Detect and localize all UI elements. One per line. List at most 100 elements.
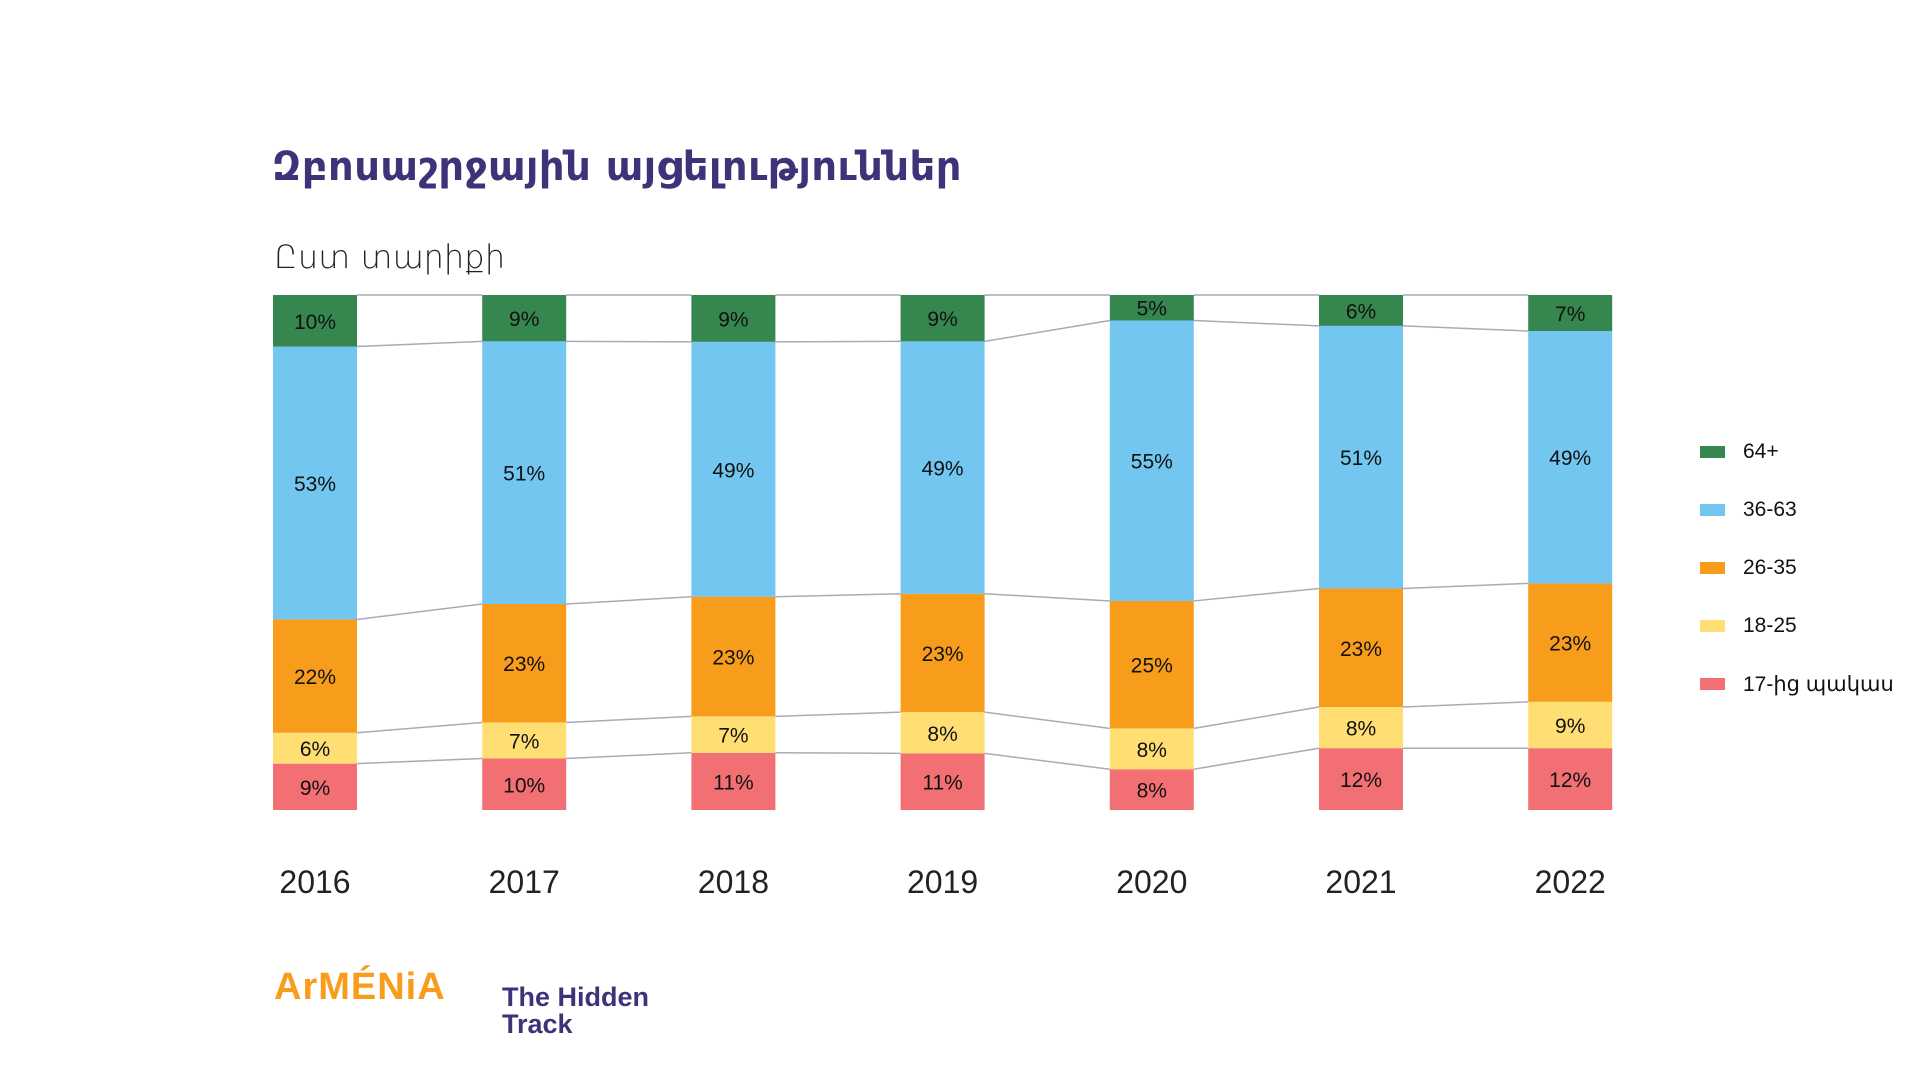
bar-segment [482,758,567,810]
connector-line [1402,325,1529,332]
legend-item: 17-ից պակաս [1700,672,1894,696]
bar-segment [273,346,357,620]
data-label: 12% [1549,769,1591,792]
legend-label: 18-25 [1743,614,1797,637]
data-label: 49% [1549,447,1591,470]
data-label: 23% [922,643,964,666]
data-label: 6% [1346,300,1376,323]
legend-swatch [1700,620,1725,632]
bar-segment [1319,748,1403,810]
connector-line [984,752,1110,770]
bar-segment [1109,769,1194,810]
bar-segment [900,593,985,713]
legend-item: 36-63 [1700,498,1797,522]
connector-line [984,711,1110,730]
data-label: 51% [1340,447,1382,470]
data-label: 53% [294,473,336,496]
data-label: 8% [927,723,957,746]
data-label: 25% [1131,655,1173,678]
data-label: 23% [1340,638,1382,661]
bar-segment [1319,588,1403,707]
bar-segment [900,712,985,754]
bar-segment [273,732,357,764]
bar-segment [1528,583,1613,702]
connector-line [356,603,483,621]
connector-line [566,715,692,724]
data-label: 23% [1549,633,1591,656]
legend-label: 26-35 [1743,556,1797,579]
logo-line-2: Track [502,1009,573,1039]
connector-line [1193,747,1320,770]
connector-lines [356,294,1529,770]
data-label: 23% [503,653,545,676]
data-label: 49% [922,458,964,481]
x-tick-label: 2022 [1535,864,1606,900]
connector-line [356,721,483,734]
chart-subtitle: Ըստ տարիքի [274,238,506,276]
connector-line [984,592,1110,602]
logo-hidden-track-text: The Hidden Track [502,984,649,1038]
legend-item: 26-35 [1700,556,1797,580]
legend-swatch [1700,678,1725,690]
bar-segment [1109,295,1194,321]
bar-segment [1319,707,1403,749]
connector-line [566,752,692,760]
bar-segment [482,604,567,723]
x-tick-label: 2021 [1325,864,1396,900]
data-label: 9% [927,308,957,331]
legend-label: 64+ [1743,440,1779,463]
bar-segment [691,341,776,597]
connector-line [1193,319,1320,327]
bar-segment [1109,320,1194,601]
bar-segment [273,619,357,733]
data-label: 7% [1555,303,1585,326]
bar-2017: 10% 7% 23% 51% 9% [482,295,567,810]
bar-2021: 12% 8% 23% 51% 6% [1319,295,1403,810]
bar-segment [273,763,357,810]
bar-segment [482,722,567,759]
x-tick-label: 2016 [279,864,350,900]
data-label: 11% [922,772,962,795]
data-label: 7% [509,730,539,753]
bar-segment [482,341,567,604]
bar-segment [1528,748,1613,810]
bar-segment [900,341,985,594]
data-label: 12% [1340,769,1382,792]
legend-item: 64+ [1700,440,1779,464]
bar-segment [1528,295,1613,332]
bar-2022: 12% 9% 23% 49% 7% [1528,295,1613,810]
bar-2016: 9% 6% 22% 53% 10% [273,295,357,810]
data-label: 9% [509,308,539,331]
data-label: 22% [294,666,336,689]
data-label: 8% [1137,780,1167,803]
connector-line [775,752,901,755]
x-tick-label: 2019 [907,864,978,900]
bar-segment [900,295,985,342]
data-label: 5% [1137,298,1167,321]
data-label: 51% [503,463,545,486]
data-label: 49% [712,459,754,482]
bar-2020: 8% 8% 25% 55% 5% [1109,295,1194,810]
bar-2018: 11% 7% 23% 49% 9% [691,295,776,810]
data-label: 8% [1346,718,1376,741]
data-label: 55% [1131,451,1173,474]
legend-item: 18-25 [1700,614,1797,638]
x-tick-label: 2020 [1116,864,1187,900]
logo-armenia-text: ArMÉNiA [274,966,446,1008]
bar-segment [1528,701,1613,749]
bar-2019: 11% 8% 23% 49% 9% [900,295,985,810]
connector-line [1193,587,1320,602]
bar-segment [1319,325,1403,589]
data-label: 9% [300,777,330,800]
connector-line [1402,701,1529,708]
connector-line [775,592,901,598]
bar-segment [691,716,776,753]
data-label: 6% [300,738,330,761]
legend-label: 36-63 [1743,498,1797,521]
legend-swatch [1700,562,1725,574]
bar-segment [1319,295,1403,326]
bar-segment [1109,728,1194,770]
chart-title: Զբոսաշրջային այցելություններ [272,144,962,190]
bar-segment [482,295,567,342]
